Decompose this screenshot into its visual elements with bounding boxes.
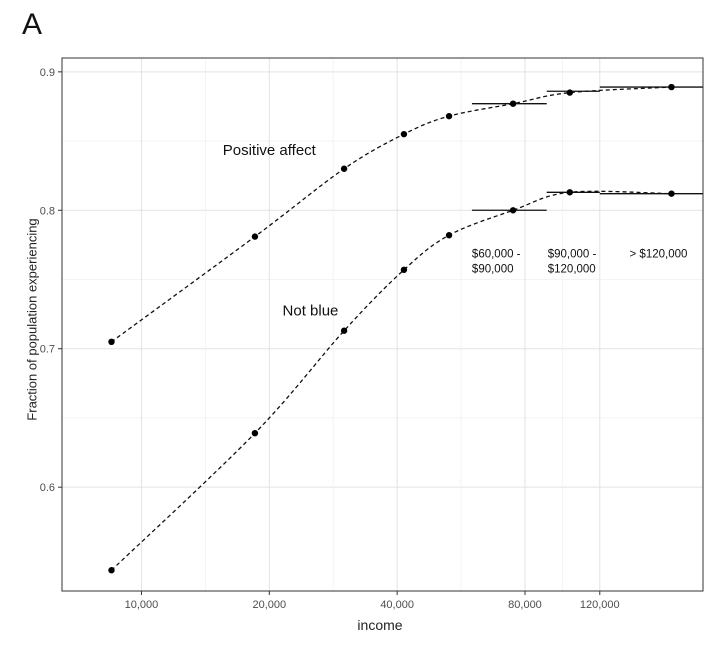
data-point-not-blue: [566, 189, 574, 196]
x-tick-label: 10,000: [125, 599, 159, 611]
y-tick-label: 0.6: [40, 482, 55, 494]
data-point-positive-affect: [445, 112, 453, 120]
x-axis-label: income: [357, 617, 403, 633]
y-tick-label: 0.9: [40, 67, 55, 79]
x-tick-label: 20,000: [252, 599, 286, 611]
panel-letter: A: [22, 8, 43, 41]
data-point-not-blue: [445, 232, 453, 239]
annotation-line: $90,000 -: [548, 248, 597, 260]
plot-border: [61, 57, 704, 592]
x-tick-label: 80,000: [508, 599, 542, 611]
data-point-positive-affect: [108, 338, 115, 346]
annotation-line: $120,000: [548, 263, 596, 275]
series-label-not-blue: Not blue: [283, 303, 339, 320]
data-point-not-blue: [251, 429, 259, 437]
data-point-positive-affect: [251, 233, 259, 240]
data-point-not-blue: [668, 190, 675, 197]
y-tick-label: 0.8: [40, 205, 55, 217]
x-tick-label: 120,000: [580, 599, 620, 611]
data-point-positive-affect: [566, 89, 574, 96]
annotation-layer: $60,000 - $90,000 $90,000 - $120,000 > $120,…: [472, 248, 687, 275]
data-point-not-blue: [340, 327, 348, 334]
income-range-annotation: > $120,000: [630, 248, 688, 260]
data-point-positive-affect: [340, 165, 348, 172]
grid-layer: [62, 58, 703, 591]
income-range-annotation: $90,000 - $120,000: [548, 248, 597, 275]
data-point-not-blue: [108, 567, 115, 574]
data-point-not-blue: [509, 207, 517, 214]
data-point-positive-affect: [400, 130, 408, 138]
ticks-layer: 0.6 0.7 0.8 0.9 10,000 20,000 40,000 80,000 120,…: [40, 67, 620, 611]
series-line-positive-affect: [111, 86, 672, 343]
y-tick-label: 0.7: [40, 344, 55, 356]
annotation-line: > $120,000: [630, 248, 688, 260]
annotation-line: $90,000: [472, 263, 514, 275]
series-layer: Positive affect Not blue: [108, 83, 703, 574]
data-point-positive-affect: [668, 83, 675, 91]
data-point-not-blue: [400, 266, 408, 274]
income-range-annotation: $60,000 - $90,000: [472, 248, 521, 275]
data-point-positive-affect: [509, 100, 517, 107]
x-tick-label: 40,000: [380, 599, 414, 611]
annotation-line: $60,000 -: [472, 248, 521, 260]
series-label-positive-affect: Positive affect: [223, 142, 317, 159]
